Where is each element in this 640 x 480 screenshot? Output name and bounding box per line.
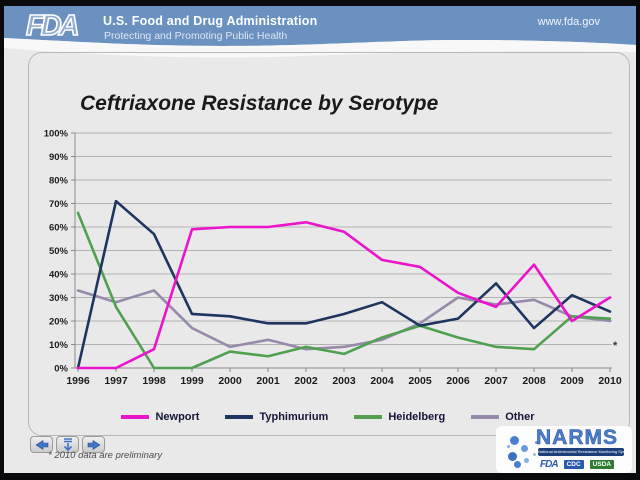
cdc-mini-logo: CDC bbox=[563, 460, 584, 469]
legend-label: Heidelberg bbox=[388, 411, 446, 423]
legend-swatch-newport bbox=[121, 415, 150, 419]
footnote: * 2010 data are preliminary bbox=[48, 450, 163, 461]
slide-navbar bbox=[30, 436, 105, 453]
content-frame bbox=[28, 52, 630, 436]
right-arrow-icon bbox=[87, 439, 101, 450]
legend-swatch-heidelberg bbox=[354, 415, 383, 419]
nav-forward-button[interactable] bbox=[82, 436, 105, 453]
legend-swatch-typhimurium bbox=[225, 415, 254, 419]
legend-item-newport: Newport bbox=[121, 411, 199, 423]
legend-label: Other bbox=[505, 411, 535, 423]
fda-logo: FDA bbox=[25, 9, 80, 43]
legend-label: Newport bbox=[155, 411, 200, 423]
narms-name: NARMS bbox=[536, 426, 618, 450]
header-website: www.fda.gov bbox=[537, 16, 600, 28]
left-arrow-icon bbox=[34, 439, 48, 450]
footnote-asterisk: * bbox=[613, 340, 618, 352]
slide: FDA U.S. Food and Drug Administration Pr… bbox=[4, 6, 636, 473]
nav-down-button[interactable] bbox=[56, 436, 79, 453]
fda-mini-logo: FDA bbox=[540, 459, 559, 470]
legend-item-typhimurium: Typhimurium bbox=[225, 411, 328, 423]
header-tagline: Protecting and Promoting Public Health bbox=[104, 30, 288, 42]
usda-mini-logo: USDA bbox=[589, 460, 615, 469]
page-title: Ceftriaxone Resistance by Serotype bbox=[80, 92, 439, 115]
header-org-name: U.S. Food and Drug Administration bbox=[103, 14, 318, 28]
header-blue-shape bbox=[4, 6, 636, 46]
down-arrow-icon bbox=[63, 438, 72, 451]
legend-item-other: Other bbox=[471, 411, 535, 423]
nav-back-button[interactable] bbox=[30, 436, 53, 453]
legend-item-heidelberg: Heidelberg bbox=[354, 411, 445, 423]
legend-swatch-other bbox=[471, 415, 500, 419]
narms-agencies: FDA CDC USDA bbox=[540, 459, 615, 470]
narms-splash-icon bbox=[510, 436, 519, 445]
narms-banner: National Antimicrobial Resistance Monito… bbox=[538, 448, 624, 456]
chart-legend: Newport Typhimurium Heidelberg Other bbox=[28, 411, 628, 423]
legend-label: Typhimurium bbox=[259, 411, 329, 423]
narms-logo: NARMS National Antimicrobial Resistance … bbox=[496, 426, 632, 473]
